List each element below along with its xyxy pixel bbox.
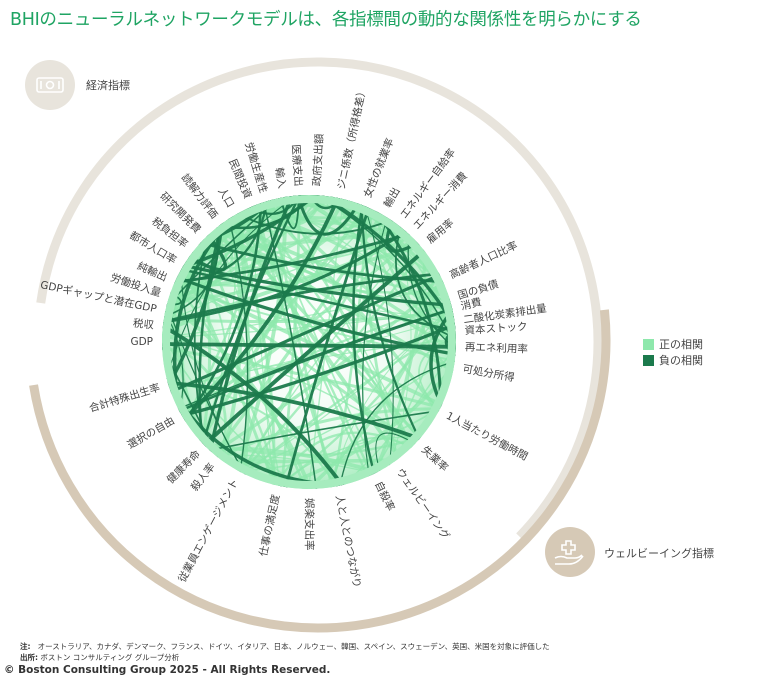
positive-correlation-chord [173, 277, 444, 407]
negative-correlation-chord [236, 212, 393, 235]
negative-correlation-chord [175, 275, 456, 356]
node-label: 仕事の満足度 [257, 493, 283, 558]
copyright: © Boston Consulting Group 2025 - All Rig… [4, 664, 331, 676]
node-label: ジニ係数（所得格差） [335, 85, 370, 190]
negative-correlation-chord [407, 233, 456, 350]
positive-correlation-chord [216, 407, 442, 460]
node-label: 再エネ利用率 [465, 340, 528, 355]
node-label: 高齢者人口比率 [447, 239, 519, 282]
node-label: 医療支出 [289, 144, 305, 187]
legend-positive-label: 正の相関 [659, 338, 703, 351]
negative-correlation-chord [364, 205, 394, 466]
negative-correlation-chord [202, 248, 427, 447]
node-label: 税収 [132, 317, 155, 332]
positive-correlation-chord [175, 276, 416, 447]
positive-correlation-chord [371, 295, 450, 476]
node-label: 資本ストック [464, 320, 528, 337]
negative-correlation-chord [166, 221, 224, 388]
negative-correlation-chord [208, 195, 294, 453]
negative-correlation-chord [208, 410, 440, 451]
positive-swatch [643, 338, 654, 350]
node-label: 政府支出額 [310, 133, 326, 187]
node-label: 従業員エンゲージメント [175, 476, 241, 584]
positive-correlation-chord [288, 195, 313, 198]
wellbeing-category-label: ウェルビーイング指標 [604, 546, 714, 560]
negative-correlation-chord [360, 203, 421, 441]
disc-rim [162, 195, 456, 489]
footnotes: 注: オーストラリア、カナダ、デンマーク、フランス、ドイツ、イタリア、日本、ノル… [20, 641, 550, 663]
wellbeing-indicators-arc [29, 309, 611, 633]
negative-correlation-chord [429, 308, 455, 407]
negative-correlation-chord [162, 324, 345, 488]
negative-correlation-chord [375, 432, 416, 472]
node-label: 人と人とのつながり [333, 494, 364, 589]
source-text: ボストン コンサルティング グループ分析 [40, 653, 180, 662]
node-label: 娯楽支出率 [303, 498, 316, 551]
legend-negative: 負の相関 [643, 352, 703, 368]
economic-category-badge [25, 60, 75, 110]
hand-medical-cross-icon [554, 540, 584, 565]
economic-indicators-arc [36, 57, 603, 540]
legend-negative-label: 負の相関 [659, 354, 703, 367]
node-label: 可処分所得 [462, 362, 516, 384]
negative-swatch [643, 354, 654, 366]
negative-correlation-chord [316, 195, 456, 349]
positive-correlation-chord [228, 215, 402, 460]
node-label: GDP [130, 336, 153, 348]
node-label: 消費 [459, 295, 482, 312]
page-title: BHIのニューラルネットワークモデルは、各指標間の動的な関係性を明らかにする [10, 10, 642, 30]
node-label: 失業率 [419, 443, 451, 474]
negative-correlation-chord [169, 273, 442, 394]
note-text: オーストラリア、カナダ、デンマーク、フランス、ドイツ、イタリア、日本、ノルウェー… [37, 642, 550, 651]
source-label: 出所: [20, 653, 38, 662]
negative-correlation-chord [162, 272, 441, 324]
wellbeing-category-badge [545, 527, 595, 577]
negative-correlation-chord [362, 217, 388, 477]
negative-correlation-chord [180, 268, 456, 333]
negative-correlation-chord [352, 203, 376, 476]
negative-correlation-chord [180, 195, 318, 269]
node-label: 自殺率 [372, 479, 397, 513]
negative-correlation-chord [180, 323, 456, 418]
chord-diagram: GDP税収GDPギャップと潜在GDP労働投入量純輸出都市人口率税負担率研究開発費… [25, 57, 714, 633]
banknote-icon [36, 77, 64, 93]
node-label: 選択の自由 [125, 414, 177, 452]
positive-correlation-chord [219, 222, 422, 440]
negative-correlation-chord [339, 360, 456, 487]
node-label: 輸入 [272, 166, 289, 189]
negative-correlation-chord [199, 241, 445, 284]
positive-correlation-chord [246, 207, 369, 478]
node-label: 合計特殊出生率 [87, 381, 161, 415]
negative-correlation-chord [177, 307, 454, 413]
negative-correlation-chord [374, 209, 442, 410]
negative-correlation-chord [318, 195, 456, 329]
node-label: 輸出 [381, 185, 403, 210]
node-label: ウェルビーイング [394, 466, 453, 543]
negative-correlation-chord [182, 196, 341, 422]
node-label: 人口 [215, 186, 236, 210]
economic-category-label: 経済指標 [86, 78, 130, 92]
legend-positive: 正の相関 [643, 336, 703, 352]
note-label: 注: [20, 642, 31, 651]
node-label: 1人当たり労働時間 [444, 409, 530, 463]
